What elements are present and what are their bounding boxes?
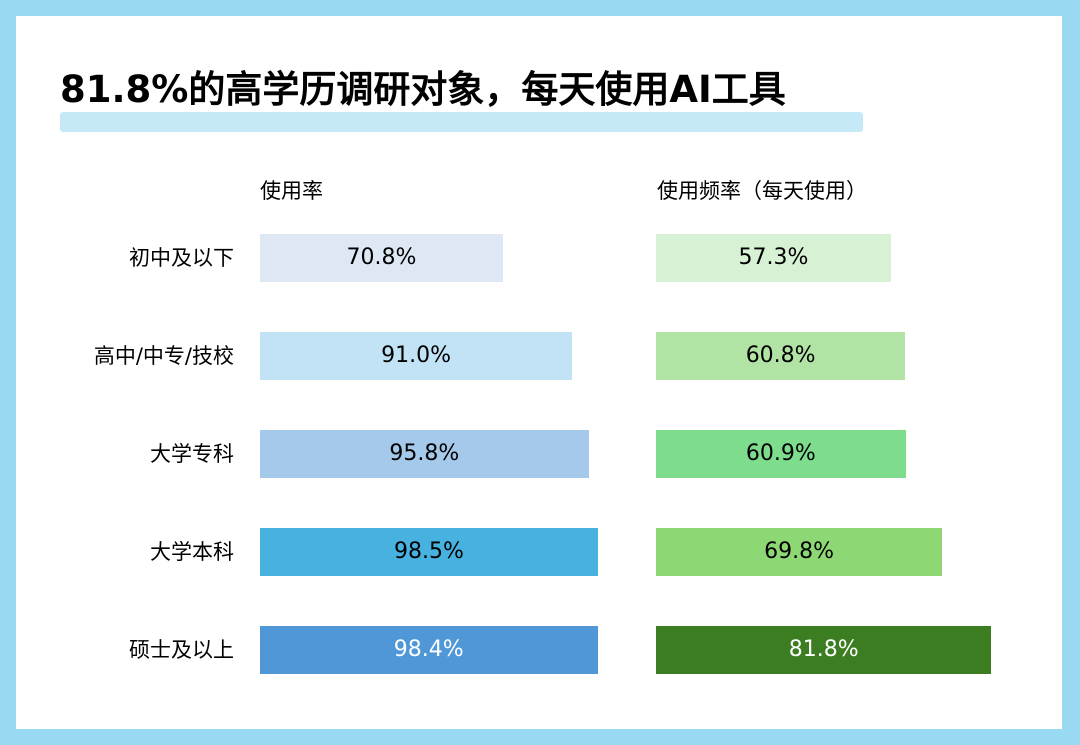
bar-value-label: 81.8% — [788, 637, 859, 662]
category-label: 硕士及以上 — [129, 638, 234, 662]
category-label: 初中及以下 — [129, 246, 234, 270]
bar-value-label: 95.8% — [389, 441, 460, 466]
bar-series0-3 — [260, 528, 598, 576]
column-header-usage-rate: 使用率 — [260, 179, 323, 203]
column-header-daily-usage: 使用频率（每天使用） — [657, 179, 867, 203]
chart-title: 81.8%的高学历调研对象，每天使用AI工具 — [60, 68, 786, 111]
bar-series1-4 — [656, 626, 992, 674]
bar-series0-2 — [260, 430, 589, 478]
bar-value-label: 98.4% — [393, 637, 464, 662]
bar-value-label: 57.3% — [738, 245, 809, 270]
bar-series0-1 — [260, 332, 573, 380]
bar-value-label: 91.0% — [381, 343, 451, 368]
category-label: 大学专科 — [150, 442, 234, 466]
bar-series1-0 — [656, 234, 891, 282]
bar-series1-3 — [656, 528, 943, 576]
title-block: 81.8%的高学历调研对象，每天使用AI工具 — [60, 60, 863, 132]
bar-series0-4 — [260, 626, 598, 674]
category-label: 高中/中专/技校 — [93, 344, 234, 368]
category-label: 大学本科 — [150, 540, 234, 564]
bar-series0-0 — [260, 234, 503, 282]
bar-value-label: 98.5% — [393, 539, 464, 564]
bar-series1-2 — [656, 430, 906, 478]
bar-series1-1 — [656, 332, 906, 380]
chart-card: 81.8%的高学历调研对象，每天使用AI工具 使用率 使用频率（每天使用） 初中… — [16, 16, 1062, 729]
bar-value-label: 69.8% — [764, 539, 835, 564]
bar-value-label: 60.8% — [745, 343, 816, 368]
bar-value-label: 60.9% — [745, 441, 816, 466]
title-highlight — [60, 112, 863, 132]
bar-value-label: 70.8% — [346, 245, 417, 270]
